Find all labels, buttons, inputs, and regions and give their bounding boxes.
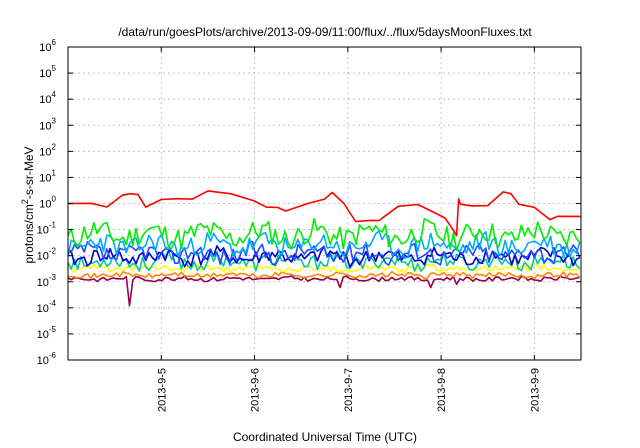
y-tick-label: 10-2 xyxy=(37,247,57,263)
y-tick-label: 103 xyxy=(39,116,56,132)
x-tick-label: 2013-9-7 xyxy=(343,368,355,412)
y-tick-label: 10-5 xyxy=(37,325,57,341)
y-axis: 10-6 10-5 10-4 10-3 10-2 10-1 100 101 102 103 104 1… xyxy=(37,38,581,367)
series-line-8 xyxy=(67,270,581,280)
series-line-9 xyxy=(67,275,580,307)
x-tick-label: 2013-9-6 xyxy=(250,368,262,412)
y-axis-label-exponent: 2 xyxy=(20,199,30,204)
y-tick-label: 101 xyxy=(39,168,56,184)
y-tick-label: 10-1 xyxy=(37,221,57,237)
y-tick-label: 100 xyxy=(39,195,56,211)
x-tick-label: 2013-9-5 xyxy=(156,368,168,412)
grid xyxy=(68,47,581,360)
series-line-1 xyxy=(67,190,582,237)
y-tick-label: 102 xyxy=(39,142,56,158)
series-line-4 xyxy=(67,240,581,266)
y-axis-label-part-1: protons/cm xyxy=(22,204,36,263)
x-tick-label: 2013-9-8 xyxy=(436,368,448,412)
series-layer xyxy=(67,190,582,307)
x-axis: 2013-9-5 2013-9-6 2013-9-7 2013-9-8 2013-9-9 xyxy=(156,47,541,412)
x-tick-label: 2013-9-9 xyxy=(529,368,541,412)
y-axis-label: protons/cm2-s-sr-MeV xyxy=(20,146,36,263)
y-tick-label: 106 xyxy=(39,38,56,54)
y-tick-label: 104 xyxy=(39,90,56,106)
chart-title: /data/run/goesPlots/archive/2013-09-09/1… xyxy=(118,25,532,39)
series-line-2 xyxy=(67,218,581,251)
y-tick-label: 10-4 xyxy=(37,299,57,315)
y-tick-label: 10-6 xyxy=(37,351,57,367)
series-line-7 xyxy=(67,263,580,274)
y-axis-label-part-2: -s-sr-MeV xyxy=(22,146,36,199)
x-axis-label: Coordinated Universal Time (UTC) xyxy=(233,430,417,444)
y-tick-label: 105 xyxy=(39,64,56,80)
y-tick-label: 10-3 xyxy=(37,273,57,289)
